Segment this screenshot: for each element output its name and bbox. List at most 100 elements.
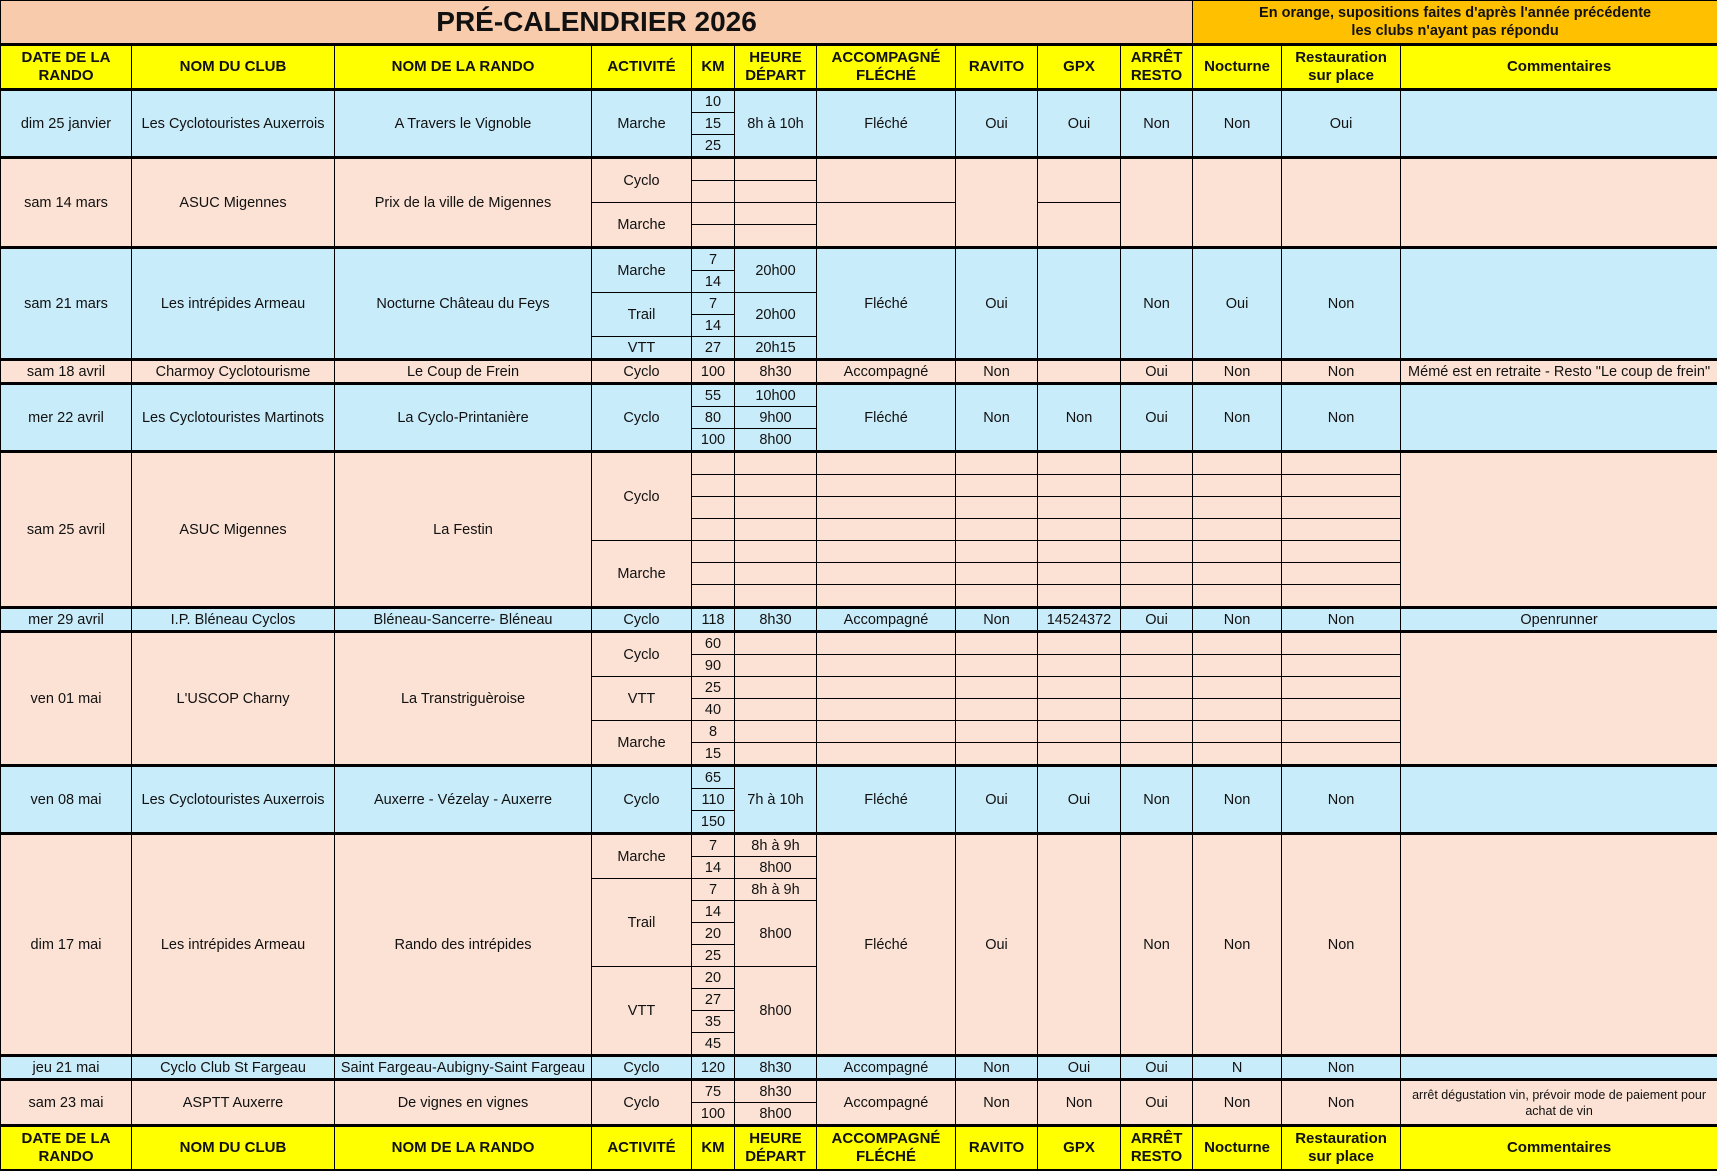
cell-nocturne[interactable]: Oui xyxy=(1193,248,1282,360)
cell-arret[interactable]: Oui xyxy=(1121,384,1193,452)
cell-activite[interactable]: VTT xyxy=(592,967,692,1056)
cell-gpx[interactable] xyxy=(1038,632,1121,655)
cell-gpx[interactable] xyxy=(1038,497,1121,519)
cell-heure[interactable] xyxy=(735,563,817,585)
cell-resto[interactable]: Non xyxy=(1282,384,1401,452)
cell-club[interactable]: Les intrépides Armeau xyxy=(132,834,335,1056)
cell-resto[interactable] xyxy=(1282,541,1401,563)
cell-arret[interactable]: Non xyxy=(1121,834,1193,1056)
cell-resto[interactable] xyxy=(1282,699,1401,721)
cell-accomp[interactable] xyxy=(817,519,956,541)
cell-activite[interactable]: Cyclo xyxy=(592,158,692,203)
cell-km[interactable] xyxy=(692,563,735,585)
cell-date[interactable]: sam 18 avril xyxy=(1,360,132,384)
column-header-resto[interactable]: Restauration sur place xyxy=(1282,45,1401,90)
cell-heure[interactable]: 10h00 xyxy=(735,384,817,407)
cell-club[interactable]: Les Cyclotouristes Martinots xyxy=(132,384,335,452)
cell-gpx[interactable] xyxy=(1038,834,1121,1056)
cell-nocturne[interactable]: Non xyxy=(1193,766,1282,834)
column-header-ravito[interactable]: RAVITO xyxy=(956,45,1038,90)
cell-km[interactable]: 45 xyxy=(692,1033,735,1056)
cell-heure[interactable]: 8h30 xyxy=(735,1056,817,1080)
cell-heure[interactable] xyxy=(735,158,817,181)
cell-km[interactable]: 27 xyxy=(692,337,735,360)
cell-nocturne[interactable] xyxy=(1193,519,1282,541)
cell-rando[interactable]: Le Coup de Frein xyxy=(335,360,592,384)
cell-ravito[interactable] xyxy=(956,519,1038,541)
cell-nocturne[interactable]: Non xyxy=(1193,1080,1282,1126)
cell-resto[interactable] xyxy=(1282,563,1401,585)
column-header-rando[interactable]: NOM DE LA RANDO xyxy=(335,45,592,90)
column-header-gpx[interactable]: GPX xyxy=(1038,1126,1121,1171)
cell-arret[interactable] xyxy=(1121,699,1193,721)
cell-nocturne[interactable] xyxy=(1193,677,1282,699)
cell-date[interactable]: mer 29 avril xyxy=(1,608,132,632)
column-header-accomp[interactable]: ACCOMPAGNÉ FLÉCHÉ xyxy=(817,1126,956,1171)
cell-ravito[interactable] xyxy=(956,632,1038,655)
column-header-comment[interactable]: Commentaires xyxy=(1401,45,1717,90)
cell-heure[interactable] xyxy=(735,203,817,225)
cell-ravito[interactable] xyxy=(956,541,1038,563)
column-header-heure[interactable]: HEURE DÉPART xyxy=(735,1126,817,1171)
column-header-arret[interactable]: ARRÊT RESTO xyxy=(1121,45,1193,90)
cell-comment[interactable] xyxy=(1401,632,1717,766)
column-header-rando[interactable]: NOM DE LA RANDO xyxy=(335,1126,592,1171)
cell-ravito[interactable] xyxy=(956,699,1038,721)
cell-rando[interactable]: La Festin xyxy=(335,452,592,608)
cell-heure[interactable]: 8h à 9h xyxy=(735,834,817,857)
cell-comment[interactable] xyxy=(1401,90,1717,158)
cell-nocturne[interactable] xyxy=(1193,655,1282,677)
column-header-km[interactable]: KM xyxy=(692,1126,735,1171)
cell-ravito[interactable]: Non xyxy=(956,360,1038,384)
cell-activite[interactable]: Cyclo xyxy=(592,384,692,452)
cell-heure[interactable]: 20h00 xyxy=(735,248,817,293)
cell-resto[interactable] xyxy=(1282,655,1401,677)
cell-accomp[interactable] xyxy=(817,452,956,475)
column-header-km[interactable]: KM xyxy=(692,45,735,90)
cell-gpx[interactable] xyxy=(1038,699,1121,721)
cell-heure[interactable]: 8h00 xyxy=(735,429,817,452)
cell-km[interactable] xyxy=(692,519,735,541)
cell-activite[interactable]: Marche xyxy=(592,834,692,879)
cell-heure[interactable]: 7h à 10h xyxy=(735,766,817,834)
cell-activite[interactable]: Cyclo xyxy=(592,1056,692,1080)
cell-km[interactable]: 120 xyxy=(692,1056,735,1080)
cell-km[interactable]: 80 xyxy=(692,407,735,429)
cell-date[interactable]: dim 17 mai xyxy=(1,834,132,1056)
cell-accomp[interactable] xyxy=(817,632,956,655)
cell-km[interactable]: 7 xyxy=(692,834,735,857)
cell-arret[interactable] xyxy=(1121,677,1193,699)
cell-heure[interactable] xyxy=(735,632,817,655)
cell-nocturne[interactable]: Non xyxy=(1193,608,1282,632)
cell-km[interactable]: 15 xyxy=(692,743,735,766)
cell-arret[interactable]: Oui xyxy=(1121,360,1193,384)
cell-heure[interactable]: 8h00 xyxy=(735,1103,817,1126)
cell-gpx[interactable]: 14524372 xyxy=(1038,608,1121,632)
cell-activite[interactable]: Marche xyxy=(592,248,692,293)
cell-nocturne[interactable]: Non xyxy=(1193,834,1282,1056)
cell-km[interactable] xyxy=(692,452,735,475)
cell-heure[interactable] xyxy=(735,585,817,608)
cell-nocturne[interactable] xyxy=(1193,563,1282,585)
cell-ravito[interactable] xyxy=(956,158,1038,248)
cell-ravito[interactable]: Oui xyxy=(956,834,1038,1056)
cell-gpx[interactable] xyxy=(1038,721,1121,743)
cell-rando[interactable]: Saint Fargeau-Aubigny-Saint Fargeau xyxy=(335,1056,592,1080)
cell-nocturne[interactable]: N xyxy=(1193,1056,1282,1080)
cell-heure[interactable]: 8h00 xyxy=(735,967,817,1056)
column-header-gpx[interactable]: GPX xyxy=(1038,45,1121,90)
cell-resto[interactable]: Non xyxy=(1282,766,1401,834)
cell-ravito[interactable] xyxy=(956,585,1038,608)
cell-rando[interactable]: A Travers le Vignoble xyxy=(335,90,592,158)
cell-accomp[interactable] xyxy=(817,585,956,608)
cell-ravito[interactable]: Non xyxy=(956,1080,1038,1126)
cell-activite[interactable]: VTT xyxy=(592,677,692,721)
cell-nocturne[interactable] xyxy=(1193,585,1282,608)
cell-resto[interactable] xyxy=(1282,497,1401,519)
cell-ravito[interactable] xyxy=(956,452,1038,475)
cell-nocturne[interactable] xyxy=(1193,541,1282,563)
cell-ravito[interactable]: Non xyxy=(956,1056,1038,1080)
cell-rando[interactable]: Nocturne Château du Feys xyxy=(335,248,592,360)
cell-km[interactable]: 55 xyxy=(692,384,735,407)
cell-date[interactable]: ven 01 mai xyxy=(1,632,132,766)
